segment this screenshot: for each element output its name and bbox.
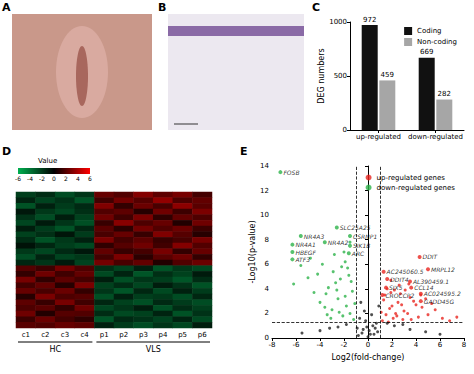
svg-text:AL390459.1: AL390459.1 [413, 278, 450, 285]
svg-text:ARC: ARC [351, 250, 365, 257]
svg-text:Value: Value [38, 157, 57, 165]
svg-text:-6: -6 [15, 175, 21, 182]
svg-text:C: C [312, 1, 320, 14]
svg-text:p4: p4 [159, 331, 168, 339]
svg-text:2: 2 [390, 341, 394, 349]
svg-text:AC245060.5: AC245060.5 [386, 268, 424, 275]
svg-text:c2: c2 [41, 331, 49, 339]
svg-text:VLS: VLS [146, 345, 161, 354]
svg-text:1000: 1000 [329, 18, 347, 26]
svg-text:DEG numbers: DEG numbers [317, 48, 326, 103]
svg-text:AC024595.2: AC024595.2 [423, 290, 461, 297]
svg-text:-4: -4 [317, 341, 325, 349]
svg-text:ATF3: ATF3 [294, 256, 310, 263]
svg-text:p5: p5 [178, 331, 187, 339]
svg-text:HBEGF: HBEGF [295, 249, 316, 256]
svg-text:0: 0 [264, 334, 269, 342]
svg-text:2: 2 [265, 309, 269, 317]
svg-text:D: D [2, 145, 11, 158]
svg-text:-2: -2 [341, 341, 348, 349]
svg-text:up-regulated: up-regulated [356, 133, 401, 141]
svg-text:SIX5: SIX5 [389, 284, 403, 291]
svg-text:SLC25A25: SLC25A25 [340, 224, 371, 231]
svg-text:B: B [158, 1, 166, 14]
svg-text:p3: p3 [139, 331, 148, 339]
svg-text:up-regulated genes: up-regulated genes [377, 174, 446, 182]
svg-text:Non-coding: Non-coding [417, 38, 457, 46]
svg-text:p1: p1 [100, 331, 109, 339]
svg-text:NR4A1: NR4A1 [295, 241, 315, 248]
svg-text:-6: -6 [293, 341, 301, 349]
svg-text:8: 8 [462, 341, 466, 349]
svg-text:Log2(fold-change): Log2(fold-change) [332, 353, 405, 362]
svg-text:c3: c3 [61, 331, 69, 339]
svg-text:A: A [2, 1, 11, 14]
svg-text:CROCCP2: CROCCP2 [385, 292, 414, 299]
svg-text:972: 972 [363, 16, 376, 24]
svg-text:c1: c1 [22, 331, 30, 339]
svg-text:669: 669 [420, 48, 433, 56]
svg-text:down-regulated: down-regulated [408, 133, 463, 141]
svg-text:4: 4 [265, 285, 270, 293]
svg-text:-2: -2 [39, 175, 45, 182]
svg-text:MRPL12: MRPL12 [431, 266, 455, 273]
svg-text:c4: c4 [80, 331, 89, 339]
svg-text:Coding: Coding [417, 27, 441, 35]
svg-text:14: 14 [260, 162, 269, 170]
svg-text:DDIT: DDIT [423, 253, 439, 260]
svg-text:0: 0 [52, 175, 56, 182]
svg-text:CSRNP1: CSRNP1 [353, 232, 378, 240]
svg-text:10: 10 [260, 211, 269, 219]
svg-text:p6: p6 [198, 331, 207, 339]
svg-text:2: 2 [64, 175, 68, 182]
svg-text:down-regulated genes: down-regulated genes [377, 184, 456, 192]
svg-text:NR4A3: NR4A3 [304, 233, 325, 240]
svg-text:E: E [240, 145, 248, 158]
svg-text:0: 0 [366, 341, 370, 349]
svg-text:6: 6 [438, 341, 443, 349]
svg-text:4: 4 [76, 175, 80, 182]
svg-text:0: 0 [343, 126, 347, 134]
svg-text:459: 459 [381, 71, 394, 79]
svg-text:DDIT4: DDIT4 [390, 276, 409, 283]
svg-text:-8: -8 [269, 341, 276, 349]
svg-text:-4: -4 [27, 175, 33, 182]
svg-text:CCL14: CCL14 [414, 284, 434, 292]
svg-text:SIK1B: SIK1B [353, 242, 370, 249]
svg-text:-Log10(p-value): -Log10(p-value) [248, 220, 257, 283]
svg-text:282: 282 [438, 90, 451, 98]
svg-text:HC: HC [49, 345, 61, 354]
svg-text:6: 6 [88, 175, 92, 182]
svg-text:12: 12 [260, 187, 269, 195]
svg-text:FOSB: FOSB [283, 169, 299, 176]
svg-text:6: 6 [265, 260, 270, 268]
svg-text:8: 8 [265, 236, 269, 244]
svg-text:4: 4 [414, 341, 419, 349]
svg-text:GADD45G: GADD45G [424, 298, 455, 305]
svg-text:p2: p2 [119, 331, 128, 339]
svg-text:NR4A2: NR4A2 [328, 239, 349, 246]
svg-text:500: 500 [334, 72, 347, 80]
